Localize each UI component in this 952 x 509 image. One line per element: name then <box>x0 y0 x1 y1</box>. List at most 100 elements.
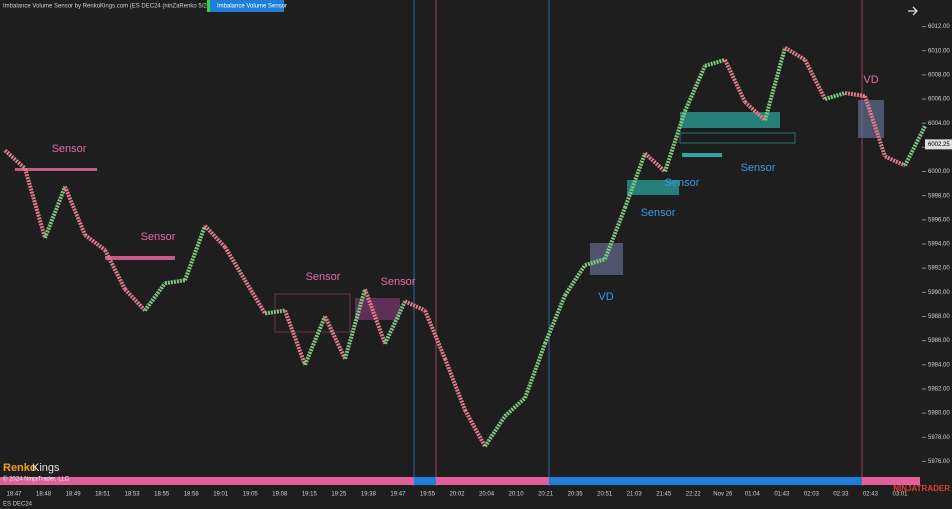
y-tick-label: 5992.00 <box>928 266 950 272</box>
price-segment <box>663 110 687 173</box>
session-bar <box>549 477 862 485</box>
price-segment <box>183 225 207 281</box>
price-segment <box>844 91 866 99</box>
indicator-label[interactable]: Imbalance Volume Sensor <box>217 4 287 10</box>
zone <box>679 132 796 144</box>
zone <box>858 100 884 138</box>
x-tick-label: 18:53 <box>125 492 141 498</box>
annotation: Sensor <box>306 271 341 283</box>
y-tick-label: 6006.00 <box>928 97 950 103</box>
price-segment <box>43 185 67 239</box>
y-tick-label: 5984.00 <box>928 362 950 368</box>
annotation: VD <box>598 291 613 303</box>
x-tick-label: 18:58 <box>184 492 200 498</box>
price-segment <box>803 58 827 100</box>
annotation: Sensor <box>141 231 176 243</box>
zone <box>682 153 722 157</box>
price-segment <box>483 415 507 448</box>
button-edge <box>207 0 210 12</box>
price-segment <box>704 57 726 68</box>
x-tick-label: Nov 26 <box>713 492 733 498</box>
plot <box>3 46 927 448</box>
y-tick-label: 5976.00 <box>928 459 950 465</box>
price-segment <box>283 309 307 366</box>
x-tick-label: 21:03 <box>627 492 643 498</box>
last-price-box <box>925 139 952 150</box>
price-segment <box>503 396 527 418</box>
last-price-label: 6002.25 <box>928 142 950 148</box>
y-tick-label: 5990.00 <box>928 290 950 296</box>
price-segment <box>143 282 167 312</box>
zone <box>627 180 679 195</box>
indicator-button[interactable] <box>207 0 284 12</box>
x-tick-label: 01:04 <box>745 492 761 498</box>
price-segment <box>103 249 127 291</box>
x-tick-label: 19:08 <box>272 492 288 498</box>
price-segment <box>203 224 227 249</box>
x-tick-label: 01:43 <box>774 492 790 498</box>
logo-left: Renko <box>3 462 37 474</box>
x-tick-label: 19:38 <box>361 492 377 498</box>
y-tick-label: 5982.00 <box>928 387 950 393</box>
price-segment <box>523 342 547 399</box>
price-segment <box>343 288 367 360</box>
price-segment <box>363 288 387 345</box>
y-tick-label: 5998.00 <box>928 193 950 199</box>
y-tick-label: 5978.00 <box>928 435 950 441</box>
x-tick-label: 20:04 <box>479 492 495 498</box>
x-tick-label: 03:01 <box>892 492 908 498</box>
price-segment <box>264 308 286 316</box>
price-segment <box>543 294 567 345</box>
x-tick-label: 19:55 <box>420 492 436 498</box>
price-segment <box>3 148 27 170</box>
x-tick-label: 21:45 <box>656 492 672 498</box>
annotation: Sensor <box>741 162 776 174</box>
zone <box>105 256 175 260</box>
price-axis: 5976.00 5978.00 5980.00 5982.00 5984.00 5986.… <box>922 24 952 465</box>
brand: NINJATRADER <box>893 484 950 493</box>
y-tick-label: 6008.00 <box>928 72 950 78</box>
x-tick-label: 18:48 <box>36 492 52 498</box>
y-tick-label: 6012.00 <box>928 24 950 30</box>
price-segment <box>783 46 807 62</box>
session-bar <box>414 477 436 485</box>
price-segment <box>743 100 767 122</box>
x-tick-label: 20:21 <box>538 492 554 498</box>
annotation: Sensor <box>665 177 700 189</box>
price-segment <box>443 358 467 411</box>
x-tick-label: 18:55 <box>154 492 170 498</box>
y-tick-label: 6010.00 <box>928 48 950 54</box>
price-segment <box>63 185 87 236</box>
price-segment <box>243 279 267 315</box>
x-tick-label: 18:47 <box>6 492 22 498</box>
y-tick-label: 5994.00 <box>928 242 950 248</box>
price-segment <box>383 300 407 345</box>
x-tick-label: 19:25 <box>331 492 347 498</box>
x-tick-label: 20:35 <box>568 492 584 498</box>
price-segment <box>83 233 107 252</box>
x-tick-label: 02:03 <box>804 492 820 498</box>
price-segment <box>164 278 186 286</box>
price-segment <box>23 167 47 239</box>
x-tick-label: 20:10 <box>509 492 525 498</box>
x-tick-label: 22:22 <box>686 492 702 498</box>
x-tick-label: 19:05 <box>243 492 259 498</box>
price-segment <box>683 65 707 112</box>
instrument: ES DEC24 <box>3 502 33 508</box>
x-tick-label: 18:49 <box>66 492 82 498</box>
price-segment <box>863 95 887 158</box>
x-tick-label: 20:02 <box>449 492 465 498</box>
price-segment <box>643 151 667 174</box>
zone <box>355 298 400 320</box>
y-tick-label: 6004.00 <box>928 121 950 127</box>
x-tick-label: 19:47 <box>390 492 406 498</box>
annotation: VD <box>863 74 878 86</box>
price-segment <box>723 58 747 103</box>
annotation: Sensor <box>52 143 87 155</box>
nav-arrow[interactable] <box>908 6 918 16</box>
annotation: Sensor <box>641 207 676 219</box>
annotation: Sensor <box>381 276 416 288</box>
